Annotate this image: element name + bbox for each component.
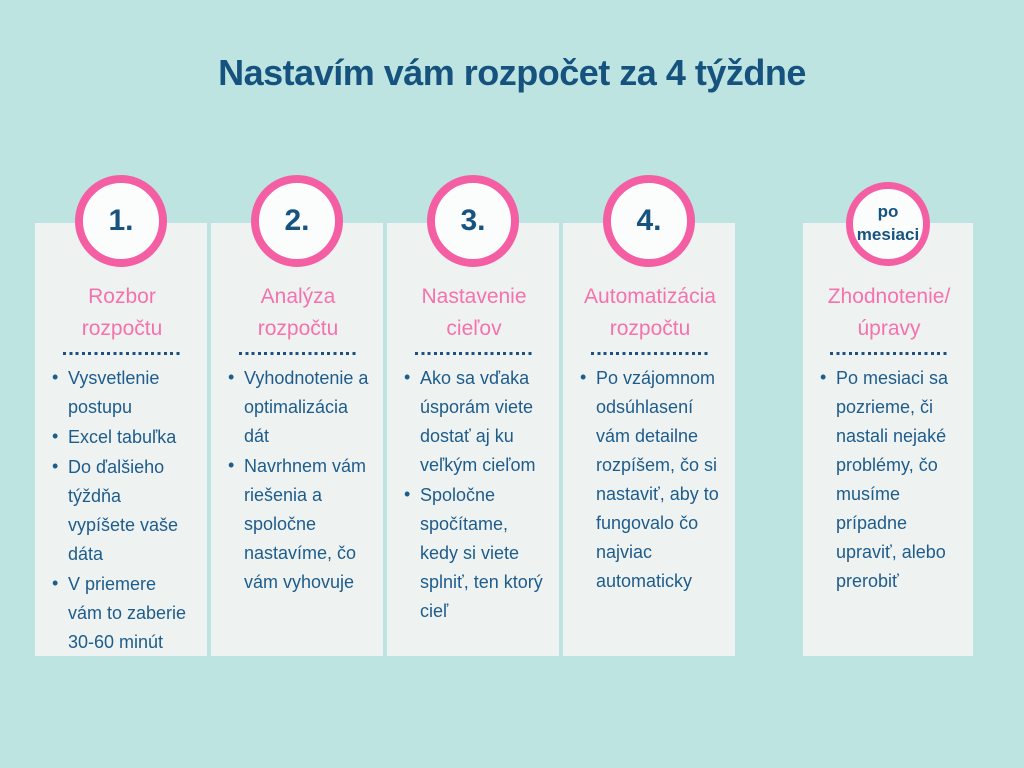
step-bullet-list: Vysvetlenie postupuExcel tabuľkaDo ďalši… — [51, 363, 193, 657]
bullet-item: Do ďalšieho týždňa vypíšete vaše dáta — [51, 452, 193, 569]
step-heading: Automatizácia rozpočtu — [579, 281, 721, 345]
step-heading-line: rozpočtu — [609, 317, 691, 340]
step-heading: Rozbor rozpočtu — [51, 281, 193, 345]
bullet-item: Spoločne spočítame, kedy si viete splniť… — [403, 480, 545, 626]
bullet-item: Po vzájomnom odsúhlasení vám detailne ro… — [579, 363, 721, 596]
dotted-divider — [239, 352, 357, 355]
badge-line: 3. — [460, 204, 486, 238]
step-heading-line: cieľov — [446, 317, 502, 340]
step-heading-line: Automatizácia — [584, 285, 716, 308]
step-heading-line: Rozbor — [88, 285, 156, 308]
bullet-item: Vyhodnotenie a optimalizácia dát — [227, 363, 369, 451]
step-heading-line: úpravy — [857, 317, 921, 340]
badge-line: mesiaci — [856, 225, 920, 244]
step-number-badge: 2. — [251, 175, 343, 267]
step-card: 3. Nastavenie cieľov Ako sa vďaka úsporám… — [387, 175, 559, 656]
bullet-item: Vysvetlenie postupu — [51, 363, 193, 422]
badge-line: 4. — [636, 204, 662, 238]
step-bullet-list: Po vzájomnom odsúhlasení vám detailne ro… — [579, 363, 721, 596]
bullet-item: Navrhnem vám riešenia a spoločne nastaví… — [227, 451, 369, 597]
dotted-divider — [830, 352, 948, 355]
step-heading-line: Analýza — [260, 285, 336, 308]
bullet-item: Ako sa vďaka úsporám viete dostať aj ku … — [403, 363, 545, 480]
step-heading-line: Zhodnotenie/ — [827, 285, 951, 308]
page-title: Nastavím vám rozpočet za 4 týždne — [218, 52, 806, 93]
step-card: 4. Automatizácia rozpočtu Po vzájomnom od… — [563, 175, 735, 656]
steps-row: 1. Rozbor rozpočtu Vysvetlenie postupuExc… — [35, 175, 973, 657]
dotted-divider — [591, 352, 709, 355]
step-heading-line: Nastavenie — [421, 285, 527, 308]
badge-line: 2. — [284, 204, 310, 238]
step-number-badge: po mesiaci — [846, 182, 930, 266]
step-bullet-list: Ako sa vďaka úsporám viete dostať aj ku … — [403, 363, 545, 626]
step-card: 1. Rozbor rozpočtu Vysvetlenie postupuExc… — [35, 175, 207, 657]
step-heading: Zhodnotenie/úpravy — [819, 281, 959, 345]
badge-line: 1. — [108, 204, 134, 238]
dotted-divider — [63, 352, 181, 355]
dotted-divider — [415, 352, 533, 355]
step-number-badge: 4. — [603, 175, 695, 267]
step-heading-line: rozpočtu — [257, 317, 339, 340]
step-bullet-list: Vyhodnotenie a optimalizácia dátNavrhnem… — [227, 363, 369, 597]
step-bullet-list: Po mesiaci sa pozrieme, či nastali nejak… — [819, 363, 959, 596]
bullet-item: V priemere vám to zaberie 30-60 minút — [51, 569, 193, 657]
step-number-badge: 1. — [75, 175, 167, 267]
step-card: 2. Analýza rozpočtu Vyhodnotenie a optima… — [211, 175, 383, 656]
step-card: po mesiaci Zhodnotenie/úpravy Po mesiaci … — [803, 182, 973, 656]
step-heading: Analýza rozpočtu — [227, 281, 369, 345]
badge-line: po — [877, 202, 899, 222]
bullet-item: Excel tabuľka — [51, 422, 193, 452]
step-heading-line: rozpočtu — [81, 317, 163, 340]
step-heading: Nastavenie cieľov — [403, 281, 545, 345]
step-number-badge: 3. — [427, 175, 519, 267]
bullet-item: Po mesiaci sa pozrieme, či nastali nejak… — [819, 363, 959, 596]
